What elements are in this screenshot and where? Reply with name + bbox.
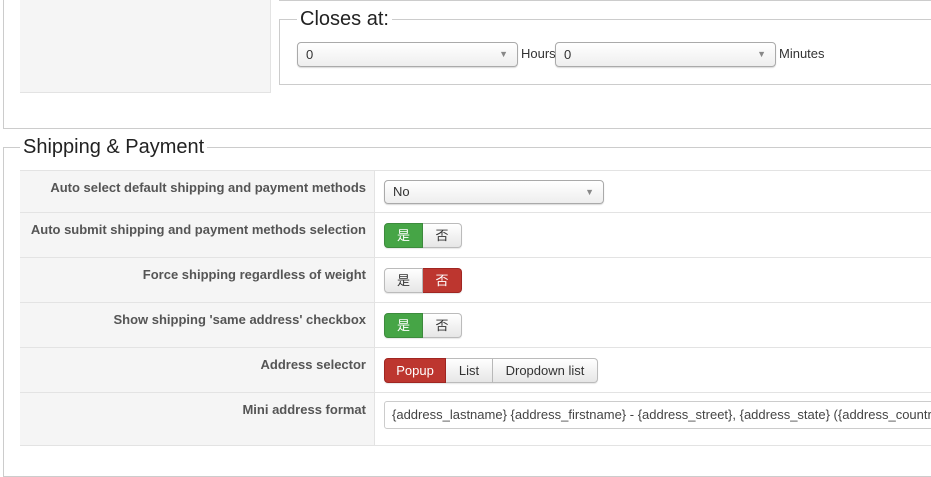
auto-select-value: No — [393, 184, 410, 199]
row-auto-select: Auto select default shipping and payment… — [20, 170, 931, 212]
yes-button[interactable]: 是 — [384, 223, 423, 248]
closes-hours-select[interactable]: 0 ▼ — [297, 42, 518, 67]
mini-address-format-input[interactable]: {address_lastname} {address_firstname} -… — [384, 401, 931, 429]
no-button[interactable]: 否 — [423, 223, 462, 248]
same-address-toggle: 是 否 — [384, 313, 462, 338]
force-shipping-toggle: 是 否 — [384, 268, 462, 293]
chevron-down-icon: ▼ — [757, 49, 766, 59]
hours-fieldset — [3, 0, 931, 129]
divider — [279, 0, 931, 1]
closes-at-fieldset — [279, 19, 931, 85]
address-selector-group: Popup List Dropdown list — [384, 358, 598, 383]
auto-select-dropdown[interactable]: No ▼ — [384, 180, 604, 204]
shipping-legend: Shipping & Payment — [20, 135, 208, 159]
no-button[interactable]: 否 — [423, 268, 462, 293]
auto-submit-toggle: 是 否 — [384, 223, 462, 248]
minutes-label: Minutes — [779, 46, 825, 61]
row-force-shipping: Force shipping regardless of weight 是 否 — [20, 257, 931, 302]
row-label: Auto select default shipping and payment… — [20, 171, 375, 212]
row-label: Address selector — [20, 348, 375, 392]
chevron-down-icon: ▼ — [499, 49, 508, 59]
hours-label: Hours — [521, 46, 556, 61]
row-label: Mini address format — [20, 393, 375, 445]
row-label: Auto submit shipping and payment methods… — [20, 213, 375, 257]
list-button[interactable]: List — [446, 358, 493, 383]
popup-button[interactable]: Popup — [384, 358, 446, 383]
row-label: Force shipping regardless of weight — [20, 258, 375, 302]
row-auto-submit: Auto submit shipping and payment methods… — [20, 212, 931, 257]
label-cell — [20, 0, 271, 93]
hours-value: 0 — [306, 47, 314, 62]
chevron-down-icon: ▼ — [585, 187, 594, 197]
row-same-address: Show shipping 'same address' checkbox 是 … — [20, 302, 931, 347]
yes-button[interactable]: 是 — [384, 268, 423, 293]
row-mini-address: Mini address format {address_lastname} {… — [20, 392, 931, 446]
dropdown-list-button[interactable]: Dropdown list — [493, 358, 598, 383]
closes-minutes-select[interactable]: 0 ▼ — [555, 42, 776, 67]
no-button[interactable]: 否 — [423, 313, 462, 338]
row-label: Show shipping 'same address' checkbox — [20, 303, 375, 347]
closes-at-legend: Closes at: — [297, 7, 392, 31]
row-address-selector: Address selector Popup List Dropdown lis… — [20, 347, 931, 392]
yes-button[interactable]: 是 — [384, 313, 423, 338]
minutes-value: 0 — [564, 47, 572, 62]
